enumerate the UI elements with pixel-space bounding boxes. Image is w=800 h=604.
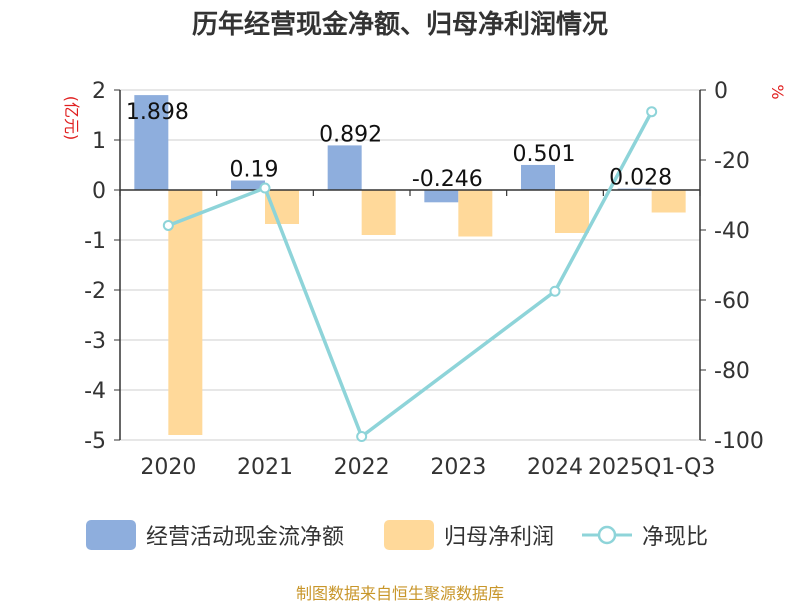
point-cash-ratio [646, 106, 658, 118]
category-label: 2023 [430, 455, 486, 480]
point-cash-ratio [356, 431, 368, 442]
bar-net-profit [168, 190, 203, 435]
bar-cashflow [424, 190, 459, 203]
left-axis-unit: (亿元) [62, 96, 81, 141]
left-axis-tick-label: -3 [84, 329, 106, 354]
right-axis-tick-label: -60 [714, 289, 750, 314]
data-label-cashflow: 0.028 [609, 166, 672, 191]
category-label: 2021 [237, 455, 293, 480]
category-label: 2024 [527, 455, 583, 480]
category-label: 2020 [140, 455, 196, 480]
right-axis-unit: % [768, 84, 787, 99]
left-axis-tick-label: 0 [92, 179, 106, 204]
bar-cashflow [231, 180, 265, 190]
data-label-cashflow: 1.898 [126, 100, 189, 125]
left-axis-tick-label: 1 [92, 129, 106, 154]
data-source-note: 制图数据来自恒生聚源数据库 [295, 584, 504, 603]
left-axis-tick-label: -5 [84, 429, 106, 454]
legend-swatch-cash-ratio [582, 525, 632, 545]
category-label: 2022 [334, 455, 390, 480]
legend-label-net-profit: 归母净利润 [444, 525, 555, 550]
point-cash-ratio [259, 182, 271, 194]
left-axis-tick-label: -4 [84, 379, 106, 404]
bar-cashflow [134, 95, 169, 190]
data-label-cashflow: 0.501 [513, 142, 576, 167]
bar-net-profit [555, 190, 589, 233]
legend-label-cashflow: 经营活动现金流净额 [146, 525, 345, 550]
bar-net-profit [265, 190, 299, 224]
legend-item-cash-ratio[interactable]: 净现比 [582, 518, 708, 552]
bar-net-profit [361, 190, 396, 235]
right-axis-tick-label: -100 [714, 429, 764, 454]
point-cash-ratio [549, 285, 561, 297]
legend-swatch-net-profit [384, 520, 434, 550]
legend-item-cashflow[interactable]: 经营活动现金流净额 [86, 518, 344, 552]
chart-title: 历年经营现金净额、归母净利润情况 [191, 10, 608, 40]
right-axis-tick-label: -20 [714, 149, 750, 174]
category-label: 2025Q1-Q3 [588, 455, 715, 480]
data-label-cashflow: 0.892 [319, 122, 382, 147]
left-axis-tick-label: -2 [84, 279, 106, 304]
point-cash-ratio [162, 219, 174, 231]
legend-item-net-profit[interactable]: 归母净利润 [384, 518, 554, 552]
right-axis-tick-label: 0 [714, 79, 728, 104]
bar-cashflow [521, 164, 555, 190]
bar-net-profit [651, 190, 686, 213]
legend-label-cash-ratio: 净现比 [642, 525, 709, 550]
left-axis-tick-label: -1 [84, 229, 106, 254]
right-axis-tick-label: -80 [714, 359, 750, 384]
data-label-cashflow: -0.246 [412, 167, 483, 192]
chart-canvas: 2 1 0 -1 -2 -3 -4 -5 0 -20 -40 -60 -80 -100 (亿元)% 2020 2… [62, 79, 787, 480]
bar-net-profit [458, 190, 493, 237]
left-axis-tick-label: 2 [92, 79, 106, 104]
data-label-cashflow: 0.19 [230, 158, 279, 183]
bar-cashflow [327, 145, 362, 190]
right-axis-tick-label: -40 [714, 219, 750, 244]
legend: 经营活动现金流净额 归母净利润 净现比 [0, 518, 800, 552]
legend-swatch-cashflow [86, 520, 136, 550]
